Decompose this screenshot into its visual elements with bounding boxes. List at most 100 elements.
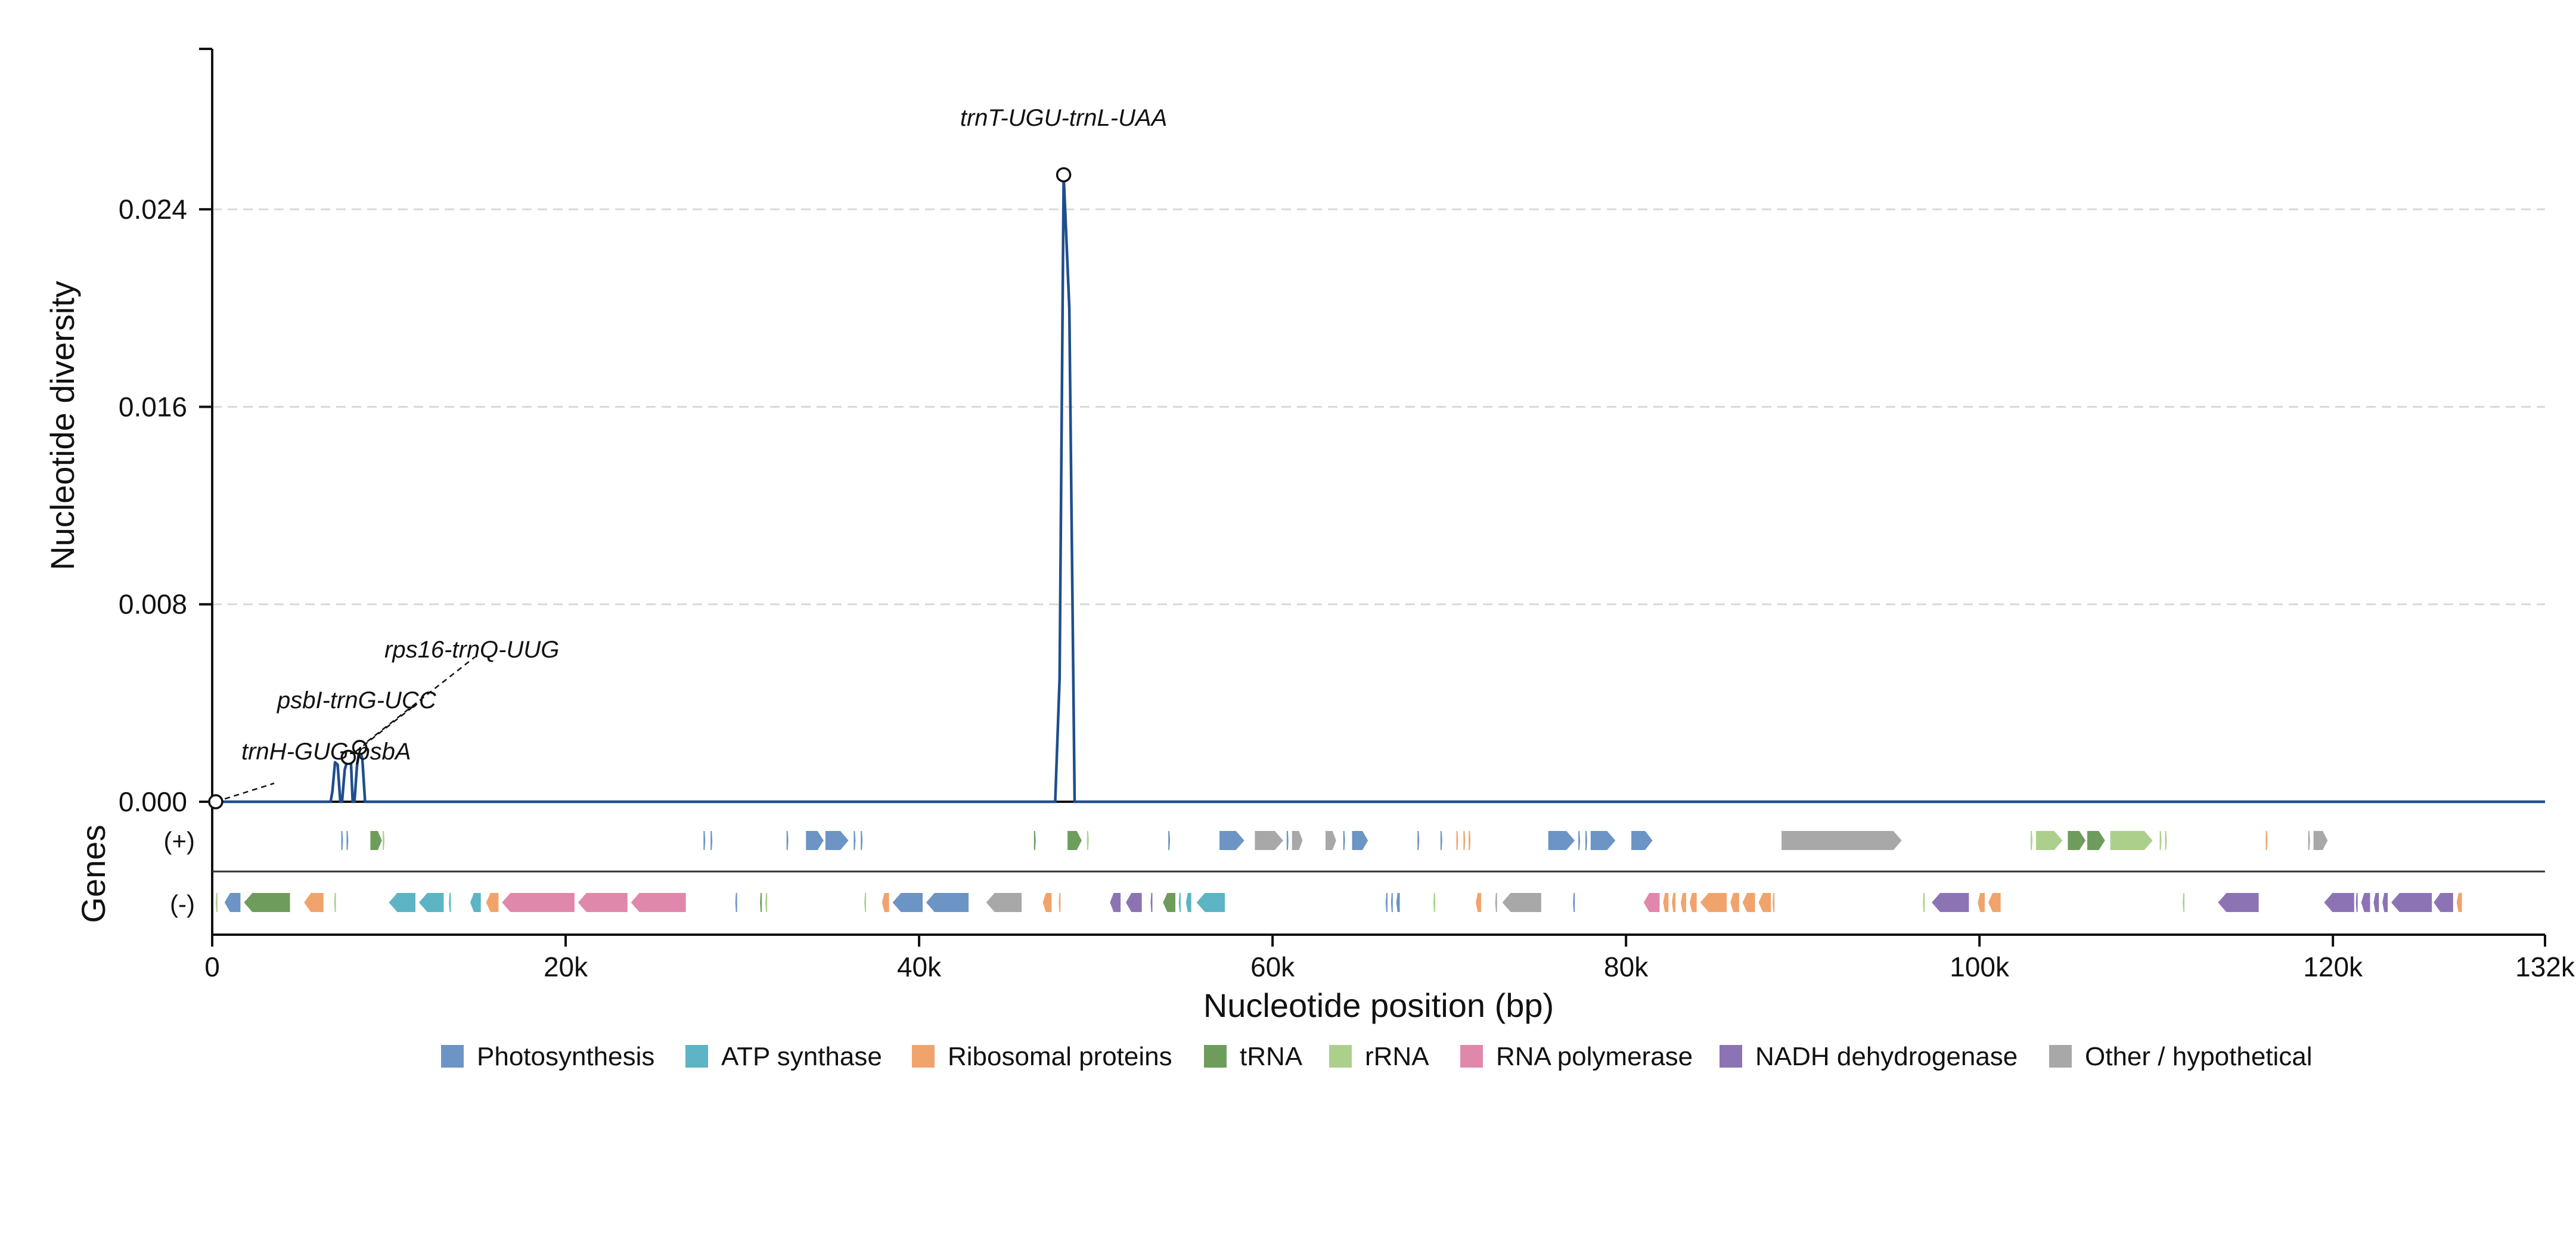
gene-minus xyxy=(470,893,481,912)
gene-minus xyxy=(334,893,336,912)
legend-label: Other / hypothetical xyxy=(2085,1042,2313,1071)
gene-minus xyxy=(2218,893,2259,912)
gene-plus xyxy=(2165,831,2167,850)
gene-plus xyxy=(1631,831,1653,850)
gene-minus xyxy=(926,893,969,912)
gene-minus xyxy=(2391,893,2432,912)
legend-swatch xyxy=(1720,1045,1742,1068)
gene-plus xyxy=(1168,831,1171,850)
x-tick-label: 80k xyxy=(1604,951,1649,982)
gene-plus xyxy=(383,831,385,850)
gene-plus xyxy=(341,831,343,850)
legend-label: Photosynthesis xyxy=(477,1042,654,1071)
gene-minus xyxy=(1110,893,1121,912)
legend-swatch xyxy=(1329,1045,1352,1068)
gene-plus xyxy=(2159,831,2162,850)
gene-minus xyxy=(224,893,241,912)
gene-minus xyxy=(304,893,324,912)
x-axis-title: Nucleotide position (bp) xyxy=(1203,987,1554,1024)
peak-marker xyxy=(208,794,224,810)
gene-minus xyxy=(765,893,768,912)
gene-plus xyxy=(1548,831,1575,850)
gene-minus xyxy=(1150,893,1153,912)
gene-minus xyxy=(502,893,575,912)
gene-minus xyxy=(1742,893,1755,912)
gene-minus xyxy=(2324,893,2354,912)
gene-minus xyxy=(1391,893,1393,912)
gene-minus xyxy=(1042,893,1052,912)
gene-plus xyxy=(1782,831,1902,850)
gene-minus xyxy=(1978,893,1985,912)
gene-plus xyxy=(1219,831,1244,850)
x-tick-label: 40k xyxy=(897,951,942,982)
diversity-series xyxy=(212,173,2545,804)
annotation-leader xyxy=(359,656,476,748)
x-tick-label: 132k xyxy=(2515,951,2575,982)
gene-plus xyxy=(1585,831,1587,850)
gene-plus xyxy=(786,831,789,850)
peak-label: trnH-GUG-psbA xyxy=(241,739,411,765)
legend-swatch xyxy=(685,1045,708,1068)
legend-label: Ribosomal proteins xyxy=(948,1042,1172,1071)
gene-minus xyxy=(735,893,737,912)
gene-plus xyxy=(1456,831,1458,850)
gene-plus xyxy=(1352,831,1368,850)
x-tick-label: 60k xyxy=(1250,951,1295,982)
gene-minus xyxy=(1495,893,1497,912)
gene-plus xyxy=(1292,831,1303,850)
gene-minus xyxy=(2183,893,2185,912)
gene-minus xyxy=(1773,893,1775,912)
gene-minus xyxy=(2373,893,2379,912)
legend-swatch xyxy=(1204,1045,1227,1068)
gene-plus xyxy=(1590,831,1616,850)
gene-minus xyxy=(2434,893,2453,912)
legend: Photosynthesis ATP synthase Ribosomal prot… xyxy=(441,1042,2313,1071)
gene-plus xyxy=(2068,831,2086,850)
legend-label: rRNA xyxy=(1365,1042,1429,1071)
gene-minus xyxy=(1126,893,1142,912)
gene-plus xyxy=(1067,831,1082,850)
gene-plus xyxy=(825,831,849,850)
gene-minus xyxy=(418,893,444,912)
peak-annotations: trnT-UGU-trnL-UAA rps16-trnQ-UUG psbI-trnG… xyxy=(208,105,1167,810)
peak-label: psbI-trnG-UCC xyxy=(277,687,437,714)
gene-minus xyxy=(1433,893,1435,912)
legend-label: tRNA xyxy=(1240,1042,1303,1071)
peak-label: rps16-trnQ-UUG xyxy=(384,637,559,663)
gene-minus xyxy=(760,893,762,912)
legend-swatch xyxy=(912,1045,935,1068)
gene-minus xyxy=(1196,893,1225,912)
gene-minus xyxy=(1059,893,1061,912)
gene-minus xyxy=(1385,893,1388,912)
peak-marker xyxy=(1056,167,1072,182)
gene-minus xyxy=(244,893,290,912)
gene-minus xyxy=(578,893,628,912)
gene-plus xyxy=(1417,831,1420,850)
strand-minus-label: (-) xyxy=(170,890,195,918)
gene-plus xyxy=(1326,831,1336,850)
gene-minus xyxy=(1923,893,1925,912)
gene-minus xyxy=(631,893,686,912)
gene-minus xyxy=(1163,893,1175,912)
gene-minus xyxy=(2361,893,2370,912)
gene-plus xyxy=(1440,831,1442,850)
gene-minus xyxy=(882,893,889,912)
legend-swatch xyxy=(2049,1045,2072,1068)
x-tick-label: 120k xyxy=(2303,951,2363,982)
gene-minus xyxy=(2456,893,2462,912)
y-tick-label: 0.016 xyxy=(119,391,187,422)
legend-swatch xyxy=(1460,1045,1483,1068)
legend-label: NADH dehydrogenase xyxy=(1755,1042,2018,1071)
gene-plus xyxy=(703,831,706,850)
gene-minus xyxy=(986,893,1022,912)
gene-plus xyxy=(2031,831,2033,850)
peak-label: trnT-UGU-trnL-UAA xyxy=(960,105,1167,131)
gene-minus xyxy=(2355,893,2358,912)
gene-minus xyxy=(1700,893,1727,912)
gene-minus xyxy=(1758,893,1771,912)
x-tick-label: 100k xyxy=(1950,951,2010,982)
gene-plus xyxy=(2036,831,2063,850)
gene-track-title: Genes xyxy=(75,825,112,923)
gene-plus xyxy=(806,831,824,850)
gene-minus xyxy=(892,893,923,912)
